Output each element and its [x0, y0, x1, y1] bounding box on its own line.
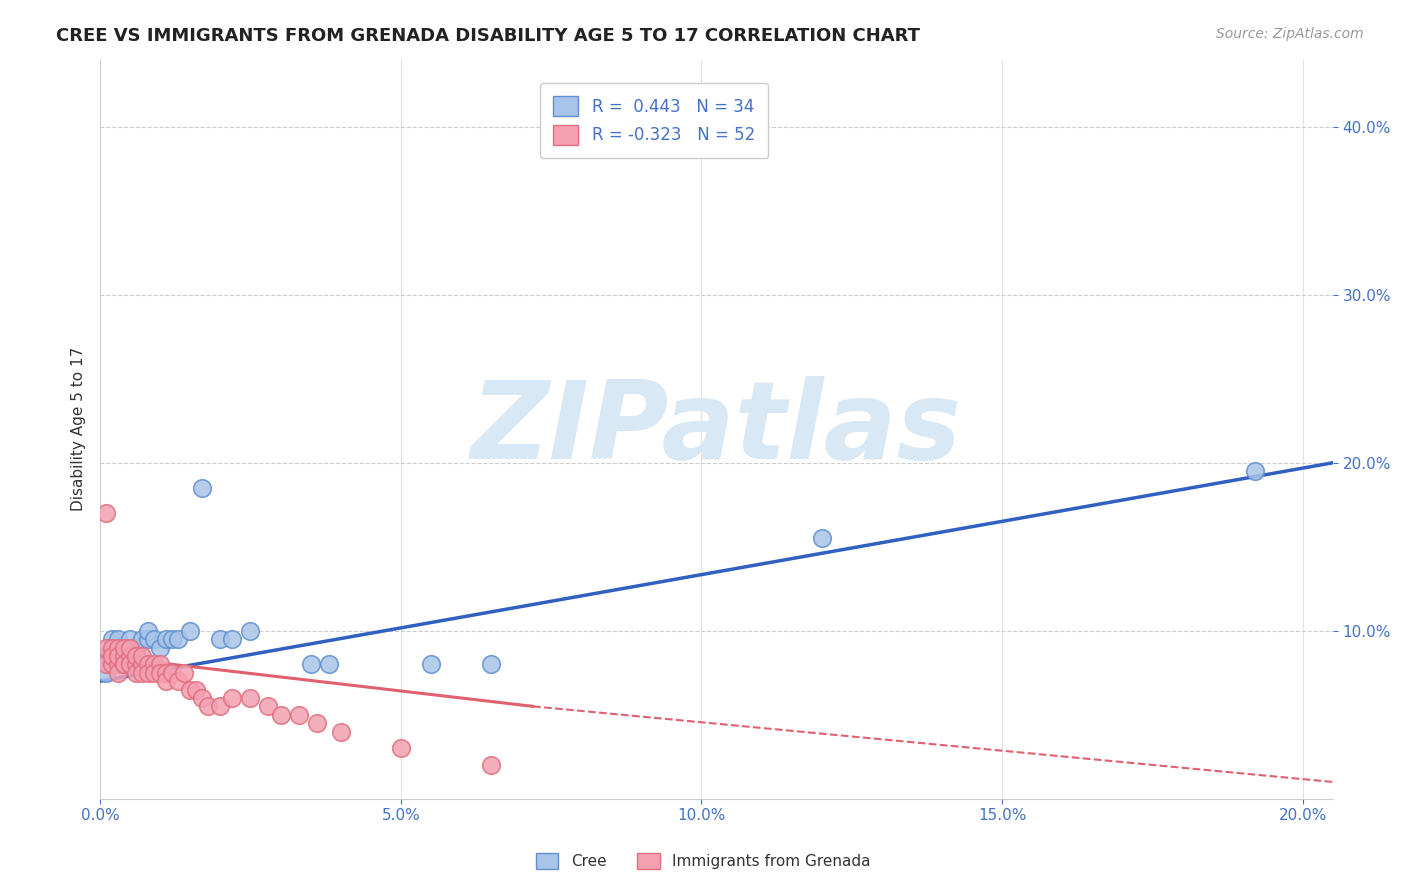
Point — [94, 648, 117, 663]
Point — [186, 682, 208, 697]
Point — [120, 657, 142, 672]
Point — [149, 640, 172, 655]
Point — [94, 665, 117, 680]
Point — [191, 690, 214, 705]
Point — [107, 632, 129, 647]
Point — [120, 648, 142, 663]
Point — [167, 632, 190, 647]
Y-axis label: Disability Age 5 to 17: Disability Age 5 to 17 — [72, 347, 86, 511]
Point — [107, 648, 129, 663]
Point — [125, 657, 148, 672]
Point — [136, 632, 159, 647]
Point — [221, 632, 243, 647]
Point — [112, 648, 135, 663]
Point — [94, 640, 117, 655]
Point — [173, 665, 195, 680]
Point — [329, 724, 352, 739]
Point — [120, 632, 142, 647]
Point — [112, 657, 135, 672]
Text: Source: ZipAtlas.com: Source: ZipAtlas.com — [1216, 27, 1364, 41]
Point — [1243, 464, 1265, 478]
Point — [107, 657, 129, 672]
Point — [162, 632, 184, 647]
Point — [101, 657, 124, 672]
Point — [131, 657, 153, 672]
Point — [167, 674, 190, 689]
Point — [131, 657, 153, 672]
Point — [101, 648, 124, 663]
Point — [107, 665, 129, 680]
Point — [101, 648, 124, 663]
Point — [179, 682, 201, 697]
Point — [419, 657, 441, 672]
Point — [143, 657, 166, 672]
Point — [120, 640, 142, 655]
Point — [101, 657, 124, 672]
Point — [209, 632, 232, 647]
Point — [305, 716, 328, 731]
Point — [143, 665, 166, 680]
Point — [125, 640, 148, 655]
Point — [125, 648, 148, 663]
Point — [179, 624, 201, 638]
Point — [136, 657, 159, 672]
Point — [94, 657, 117, 672]
Point — [131, 632, 153, 647]
Point — [197, 699, 219, 714]
Point — [221, 690, 243, 705]
Point — [143, 632, 166, 647]
Point — [162, 665, 184, 680]
Point — [125, 648, 148, 663]
Point — [270, 707, 292, 722]
Point — [136, 624, 159, 638]
Point — [299, 657, 322, 672]
Point — [101, 640, 124, 655]
Point — [191, 481, 214, 495]
Point — [101, 632, 124, 647]
Legend: Cree, Immigrants from Grenada: Cree, Immigrants from Grenada — [530, 847, 876, 875]
Point — [149, 665, 172, 680]
Point — [131, 665, 153, 680]
Point — [120, 657, 142, 672]
Point — [94, 506, 117, 520]
Point — [107, 640, 129, 655]
Point — [810, 532, 832, 546]
Point — [101, 640, 124, 655]
Text: ZIPatlas: ZIPatlas — [471, 376, 962, 483]
Point — [149, 657, 172, 672]
Point — [209, 699, 232, 714]
Point — [107, 640, 129, 655]
Point — [239, 624, 262, 638]
Text: CREE VS IMMIGRANTS FROM GRENADA DISABILITY AGE 5 TO 17 CORRELATION CHART: CREE VS IMMIGRANTS FROM GRENADA DISABILI… — [56, 27, 921, 45]
Point — [257, 699, 280, 714]
Point — [479, 758, 502, 772]
Point — [112, 648, 135, 663]
Point — [479, 657, 502, 672]
Legend: R =  0.443   N = 34, R = -0.323   N = 52: R = 0.443 N = 34, R = -0.323 N = 52 — [540, 83, 768, 159]
Point — [112, 640, 135, 655]
Point — [120, 648, 142, 663]
Point — [125, 665, 148, 680]
Point — [287, 707, 309, 722]
Point — [318, 657, 340, 672]
Point — [155, 674, 177, 689]
Point — [389, 741, 412, 756]
Point — [107, 648, 129, 663]
Point — [125, 648, 148, 663]
Point — [136, 665, 159, 680]
Point — [107, 648, 129, 663]
Point — [239, 690, 262, 705]
Point — [131, 648, 153, 663]
Point — [112, 657, 135, 672]
Point — [155, 665, 177, 680]
Point — [155, 632, 177, 647]
Point — [112, 640, 135, 655]
